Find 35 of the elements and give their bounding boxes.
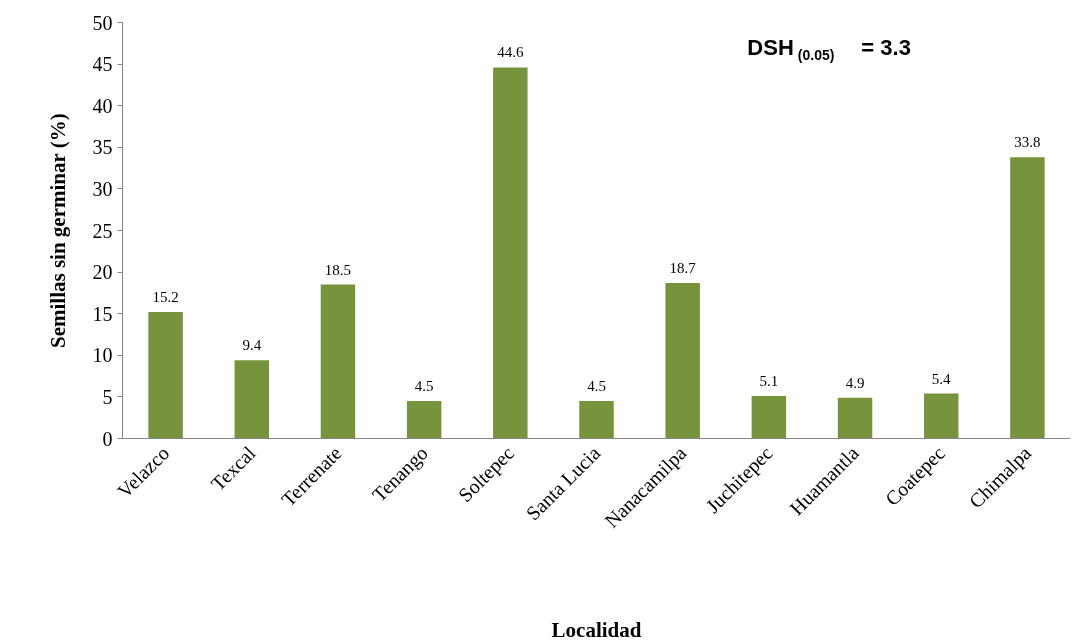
data-label: 9.4 (242, 337, 262, 354)
bar (579, 401, 614, 439)
data-label: 4.5 (587, 378, 606, 395)
bar (493, 67, 528, 439)
y-tick-label: 35 (92, 136, 113, 159)
y-tick-label: 50 (92, 11, 113, 34)
data-label: 33.8 (1014, 134, 1041, 151)
y-tick-label: 45 (92, 53, 113, 76)
data-label: 5.1 (759, 373, 779, 390)
y-tick-label: 10 (92, 344, 113, 367)
bar (751, 396, 787, 439)
data-label: 5.4 (931, 370, 952, 387)
bar (837, 397, 873, 439)
y-tick-label: 0 (102, 427, 113, 450)
y-axis-title: Semillas sin germinar (%) (45, 113, 70, 349)
data-label: 15.2 (152, 289, 179, 306)
y-tick-label: 30 (92, 177, 113, 200)
data-label: 18.5 (324, 261, 352, 278)
y-tick-label: 25 (92, 219, 113, 242)
bar (406, 401, 442, 439)
bar (665, 282, 700, 439)
y-tick-label: 20 (92, 261, 113, 284)
y-tick-label: 5 (102, 385, 113, 408)
bar (1010, 157, 1045, 439)
bar (148, 312, 183, 439)
data-label: 44.6 (497, 44, 524, 61)
data-label: 18.7 (669, 259, 697, 276)
bar (923, 393, 959, 439)
x-axis-title: Localidad (551, 617, 642, 642)
y-tick-label: 15 (92, 302, 113, 325)
bar (320, 284, 356, 439)
bar (234, 360, 270, 439)
data-label: 4.5 (414, 378, 434, 395)
y-tick-label: 40 (92, 94, 113, 117)
data-label: 4.9 (845, 374, 865, 391)
